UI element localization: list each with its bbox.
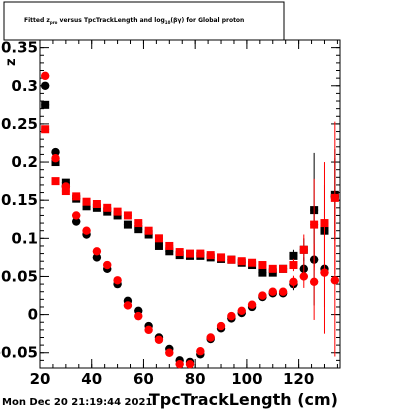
data-point-circle xyxy=(320,268,329,277)
data-point-square xyxy=(41,125,50,134)
data-point-circle xyxy=(72,211,81,220)
data-point-square xyxy=(123,211,132,220)
data-point-square xyxy=(134,225,143,234)
data-point-circle xyxy=(123,301,133,310)
data-point-square xyxy=(134,219,143,228)
title-frame xyxy=(3,1,285,41)
y-tick-label: 0.1 xyxy=(11,229,38,247)
y-axis-label: z xyxy=(4,58,19,66)
data-point-circle xyxy=(299,272,308,281)
data-point-circle xyxy=(237,306,246,315)
series-3 xyxy=(40,71,340,369)
data-point-square xyxy=(227,255,236,264)
data-point-circle xyxy=(51,147,60,157)
data-point-square xyxy=(82,197,91,206)
timestamp: Mon Dec 20 21:19:44 2021 xyxy=(2,397,152,408)
data-point-circle xyxy=(216,321,226,331)
x-axis-label: TpcTrackLength (cm) xyxy=(149,390,338,409)
data-point-square xyxy=(144,226,153,235)
data-point-square xyxy=(123,220,132,229)
y-tick-label: 0.05 xyxy=(1,267,38,285)
data-point-circle xyxy=(330,276,340,285)
data-points xyxy=(40,71,340,369)
data-point-circle xyxy=(92,247,102,256)
data-point-square xyxy=(258,261,267,270)
data-point-circle xyxy=(206,333,215,342)
data-point-circle xyxy=(247,300,257,309)
x-tick-label: 80 xyxy=(185,370,206,388)
chart-title-box: Fitted zpro versus TpcTrackLength and lo… xyxy=(3,1,285,41)
data-point-square xyxy=(186,249,194,258)
data-point-circle xyxy=(40,81,50,90)
data-point-square xyxy=(165,241,174,250)
data-point-circle xyxy=(144,325,153,335)
data-point-square xyxy=(289,251,298,260)
data-point-square xyxy=(248,258,257,267)
data-point-square xyxy=(103,203,112,212)
data-point-square xyxy=(268,264,277,273)
data-point-square xyxy=(299,245,308,254)
data-point-circle xyxy=(196,347,205,356)
x-tick-label: 60 xyxy=(133,370,154,388)
data-point-square xyxy=(61,187,70,196)
data-point-circle xyxy=(40,71,50,81)
y-tick-label: 0.15 xyxy=(1,191,38,209)
data-point-square xyxy=(310,220,319,229)
data-point-square xyxy=(217,253,226,262)
y-tick-label: -0.05 xyxy=(0,344,38,362)
data-point-circle xyxy=(134,311,143,321)
y-tick-label: 0.3 xyxy=(11,77,38,95)
data-point-square xyxy=(154,234,163,243)
data-point-square xyxy=(289,261,298,270)
data-point-square xyxy=(51,177,60,186)
x-tick-label: 100 xyxy=(231,370,262,388)
data-point-square xyxy=(72,192,81,201)
data-point-square xyxy=(196,249,205,258)
data-point-circle xyxy=(165,348,174,357)
y-tick-label: 0.25 xyxy=(1,115,38,133)
x-tick-label: 40 xyxy=(81,370,102,388)
y-tick-label: 0.2 xyxy=(11,153,38,171)
data-point-square xyxy=(92,200,101,208)
data-point-square xyxy=(165,247,174,256)
y-tick-label: 0 xyxy=(28,306,38,324)
data-point-circle xyxy=(92,253,102,262)
y-tick-label: 0.35 xyxy=(1,39,38,57)
data-point-circle xyxy=(82,226,91,235)
data-point-circle xyxy=(268,287,277,296)
series-2 xyxy=(41,121,339,285)
data-point-square xyxy=(330,193,339,202)
data-point-circle xyxy=(103,260,112,270)
data-point-square xyxy=(279,264,288,273)
data-point-circle xyxy=(227,311,236,321)
y-tick-labels: -0.05 0 0.05 0.1 0.15 0.2 0.25 0.3 0.35 xyxy=(0,39,38,362)
data-point-circle xyxy=(175,359,184,369)
data-point-square xyxy=(113,207,122,216)
data-point-circle xyxy=(185,359,195,369)
series-1 xyxy=(40,81,340,367)
data-point-square xyxy=(237,257,246,266)
data-point-circle xyxy=(289,277,298,287)
data-point-circle xyxy=(113,276,122,285)
data-point-circle xyxy=(61,182,71,191)
data-point-square xyxy=(41,100,50,109)
data-point-circle xyxy=(72,217,81,226)
data-point-square xyxy=(258,268,267,277)
data-point-circle xyxy=(154,335,164,344)
data-point-square xyxy=(175,248,184,257)
x-tick-label: 120 xyxy=(283,370,314,388)
data-point-square xyxy=(154,241,163,250)
x-tick-label: 20 xyxy=(30,370,51,388)
data-point-circle xyxy=(309,277,319,287)
chart-title: Fitted zpro versus TpcTrackLength and lo… xyxy=(24,17,244,25)
data-point-square xyxy=(206,251,215,260)
data-point-circle xyxy=(278,287,288,296)
x-tick-labels: 20 40 60 80 100 120 xyxy=(30,370,315,388)
data-point-square xyxy=(82,202,91,211)
data-point-circle xyxy=(51,154,60,163)
data-point-circle xyxy=(258,291,267,300)
